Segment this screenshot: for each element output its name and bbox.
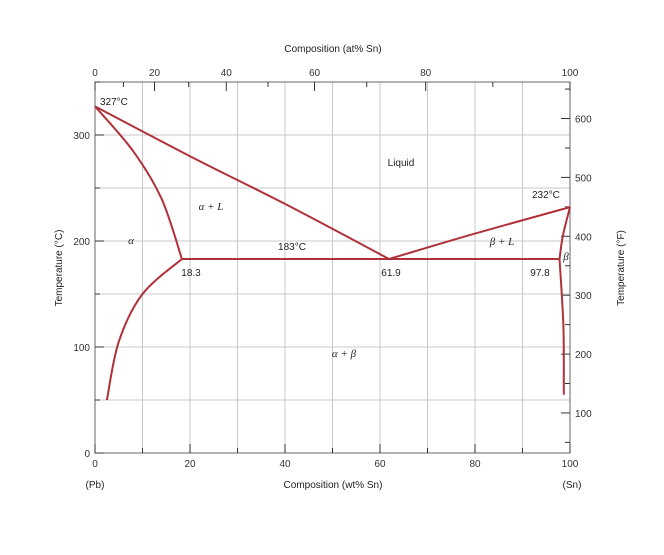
liquidus-left-curve [94,105,390,260]
right-tick-label: 600 [575,115,592,126]
beta-limit-label: 97.8 [530,268,550,279]
eutectic-temp-label: 183°C [278,242,306,253]
right-tick-label: 200 [575,350,592,361]
bottom-tick-label: 40 [279,459,291,470]
solidus-left-curve [94,105,183,260]
phase-boundaries [94,105,571,401]
alpha-region-label: α [128,235,134,247]
left-tick-label: 300 [73,131,90,142]
bottom-tick-label: 100 [562,459,579,470]
solidus-right-curve [558,206,571,260]
beta-region-label: β [562,251,569,263]
right-tick-label: 500 [575,173,592,184]
top-tick-label: 100 [562,68,579,79]
left-tick-label: 0 [84,449,90,460]
solvus-right-curve [558,258,565,395]
left-tick-label: 200 [73,237,90,248]
top-tick-label: 20 [149,68,161,79]
bottom-tick-label: 60 [374,459,386,470]
bottom-tick-label: 0 [92,459,98,470]
pb-melting-label: 327°C [100,97,128,108]
top-tick-label: 40 [221,68,233,79]
alpha-liquid-region-label: α + L [199,201,224,213]
eutectic-comp-label: 61.9 [381,268,401,279]
sn-end-label: (Sn) [563,480,582,491]
bottom-axis-title: Composition (wt% Sn) [284,480,383,491]
top-tick-label: 0 [92,68,98,79]
right-tick-label: 100 [575,409,592,420]
bottom-tick-label: 20 [184,459,196,470]
top-tick-label: 80 [420,68,432,79]
bottom-tick-label: 80 [469,459,481,470]
liquidus-right-curve [388,206,571,260]
right-tick-label: 400 [575,232,592,243]
right-tick-label: 300 [575,291,592,302]
alpha-limit-label: 18.3 [181,268,201,279]
pb-end-label: (Pb) [86,480,105,491]
liquid-region-label: Liquid [388,158,415,169]
axis-ticks: 0 20 40 60 80 100 0 20 40 60 80 100 0 100 200 300 100 200… [73,68,592,470]
grid-lines [95,82,570,453]
alpha-beta-region-label: α + β [332,348,357,360]
solvus-left-curve [105,258,183,401]
beta-liquid-region-label: β + L [489,236,515,248]
top-axis-title: Composition (at% Sn) [284,44,381,55]
left-axis-title: Temperature (°C) [54,230,65,307]
left-tick-label: 100 [73,343,90,354]
top-tick-label: 60 [309,68,321,79]
sn-melting-label: 232°C [532,190,560,201]
right-axis-title: Temperature (°F) [616,230,627,306]
